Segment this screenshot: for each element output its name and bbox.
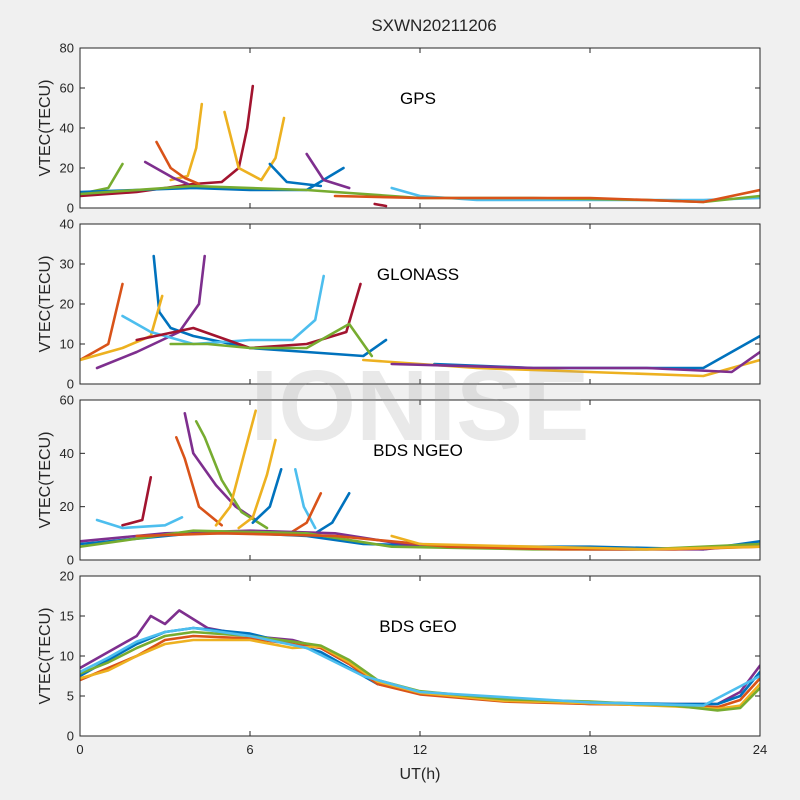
series-line-16 <box>390 534 760 551</box>
x-tick-label: 6 <box>246 742 253 757</box>
series-group <box>80 409 760 551</box>
subplot-gps: 0 20 40 60 80 VTEC(TECU) GPS <box>37 41 761 216</box>
y-tick-label: 20 <box>60 569 74 584</box>
y-tick-label: 20 <box>60 499 74 514</box>
y-axis-label: VTEC(TECU) <box>37 608 54 705</box>
y-tick-label: 60 <box>60 81 74 96</box>
series-line-5 <box>143 160 189 186</box>
series-line-9 <box>288 492 323 535</box>
series-line-8 <box>268 162 323 188</box>
panel-label: BDS NGEO <box>373 441 463 460</box>
series-line-1 <box>80 282 124 362</box>
series-line-10 <box>390 350 760 374</box>
y-tick-label: 0 <box>67 553 74 568</box>
x-tick-label: 12 <box>413 742 427 757</box>
subplot-bds-geo: 0 5 10 15 20 0 6 12 18 24 VTEC(TECU) BDS GEO <box>37 569 767 758</box>
series-line-6 <box>237 438 277 530</box>
x-tick-label: 18 <box>583 742 597 757</box>
x-axis-label: UT(h) <box>400 766 441 783</box>
y-tick-label: 0 <box>67 377 74 392</box>
series-line-11 <box>95 516 184 530</box>
y-axis-label: VTEC(TECU) <box>37 80 54 177</box>
y-tick-label: 80 <box>60 41 74 56</box>
panel-label: GLONASS <box>377 265 459 284</box>
y-tick-label: 30 <box>60 257 74 272</box>
plot-area <box>80 576 760 736</box>
series-line-4 <box>80 294 164 362</box>
series-line-7 <box>251 468 283 524</box>
series-group <box>80 84 760 208</box>
series-line-2 <box>169 102 204 182</box>
series-group <box>80 609 760 712</box>
series-line-9 <box>305 152 351 190</box>
y-tick-label: 20 <box>60 161 74 176</box>
series-line-10 <box>373 202 388 208</box>
plot-area <box>80 48 760 208</box>
y-tick-label: 60 <box>60 393 74 408</box>
series-line-10 <box>313 492 351 535</box>
series-line-5 <box>121 274 325 346</box>
figure-title: SXWN20211206 <box>371 16 496 35</box>
panel-label: BDS GEO <box>379 617 456 636</box>
y-tick-label: 40 <box>60 121 74 136</box>
y-axis-label: VTEC(TECU) <box>37 256 54 353</box>
series-line-11 <box>390 186 760 202</box>
series-line-1 <box>121 476 153 527</box>
series-line-4 <box>194 420 269 530</box>
y-tick-label: 15 <box>60 609 74 624</box>
series-line-3 <box>223 110 286 182</box>
series-line-2 <box>175 436 223 527</box>
series-group <box>80 254 760 378</box>
y-tick-label: 0 <box>67 201 74 216</box>
y-tick-label: 20 <box>60 297 74 312</box>
watermark: IONISE <box>251 350 590 462</box>
y-tick-label: 40 <box>60 217 74 232</box>
y-tick-label: 10 <box>60 337 74 352</box>
series-line-5 <box>80 630 760 712</box>
x-tick-label: 0 <box>76 742 83 757</box>
series-line-4 <box>155 140 201 186</box>
series-line-8 <box>294 468 317 530</box>
panel-label: GPS <box>400 89 436 108</box>
x-tick-label: 24 <box>753 742 767 757</box>
y-tick-label: 40 <box>60 446 74 461</box>
series-line-1 <box>80 84 255 198</box>
y-axis-label: VTEC(TECU) <box>37 432 54 529</box>
plot-area <box>80 224 760 384</box>
y-tick-label: 10 <box>60 649 74 664</box>
series-line-6 <box>80 626 760 707</box>
series-line-7 <box>169 322 374 358</box>
y-tick-label: 0 <box>67 729 74 744</box>
subplot-bds-ngeo: 0 20 40 60 VTEC(TECU) BDS NGEO <box>37 393 761 568</box>
y-tick-label: 5 <box>67 689 74 704</box>
series-line-13 <box>333 188 760 204</box>
subplot-glonass: 0 10 20 30 40 VTEC(TECU) GLONASS <box>37 217 761 392</box>
series-line-5 <box>214 409 257 527</box>
